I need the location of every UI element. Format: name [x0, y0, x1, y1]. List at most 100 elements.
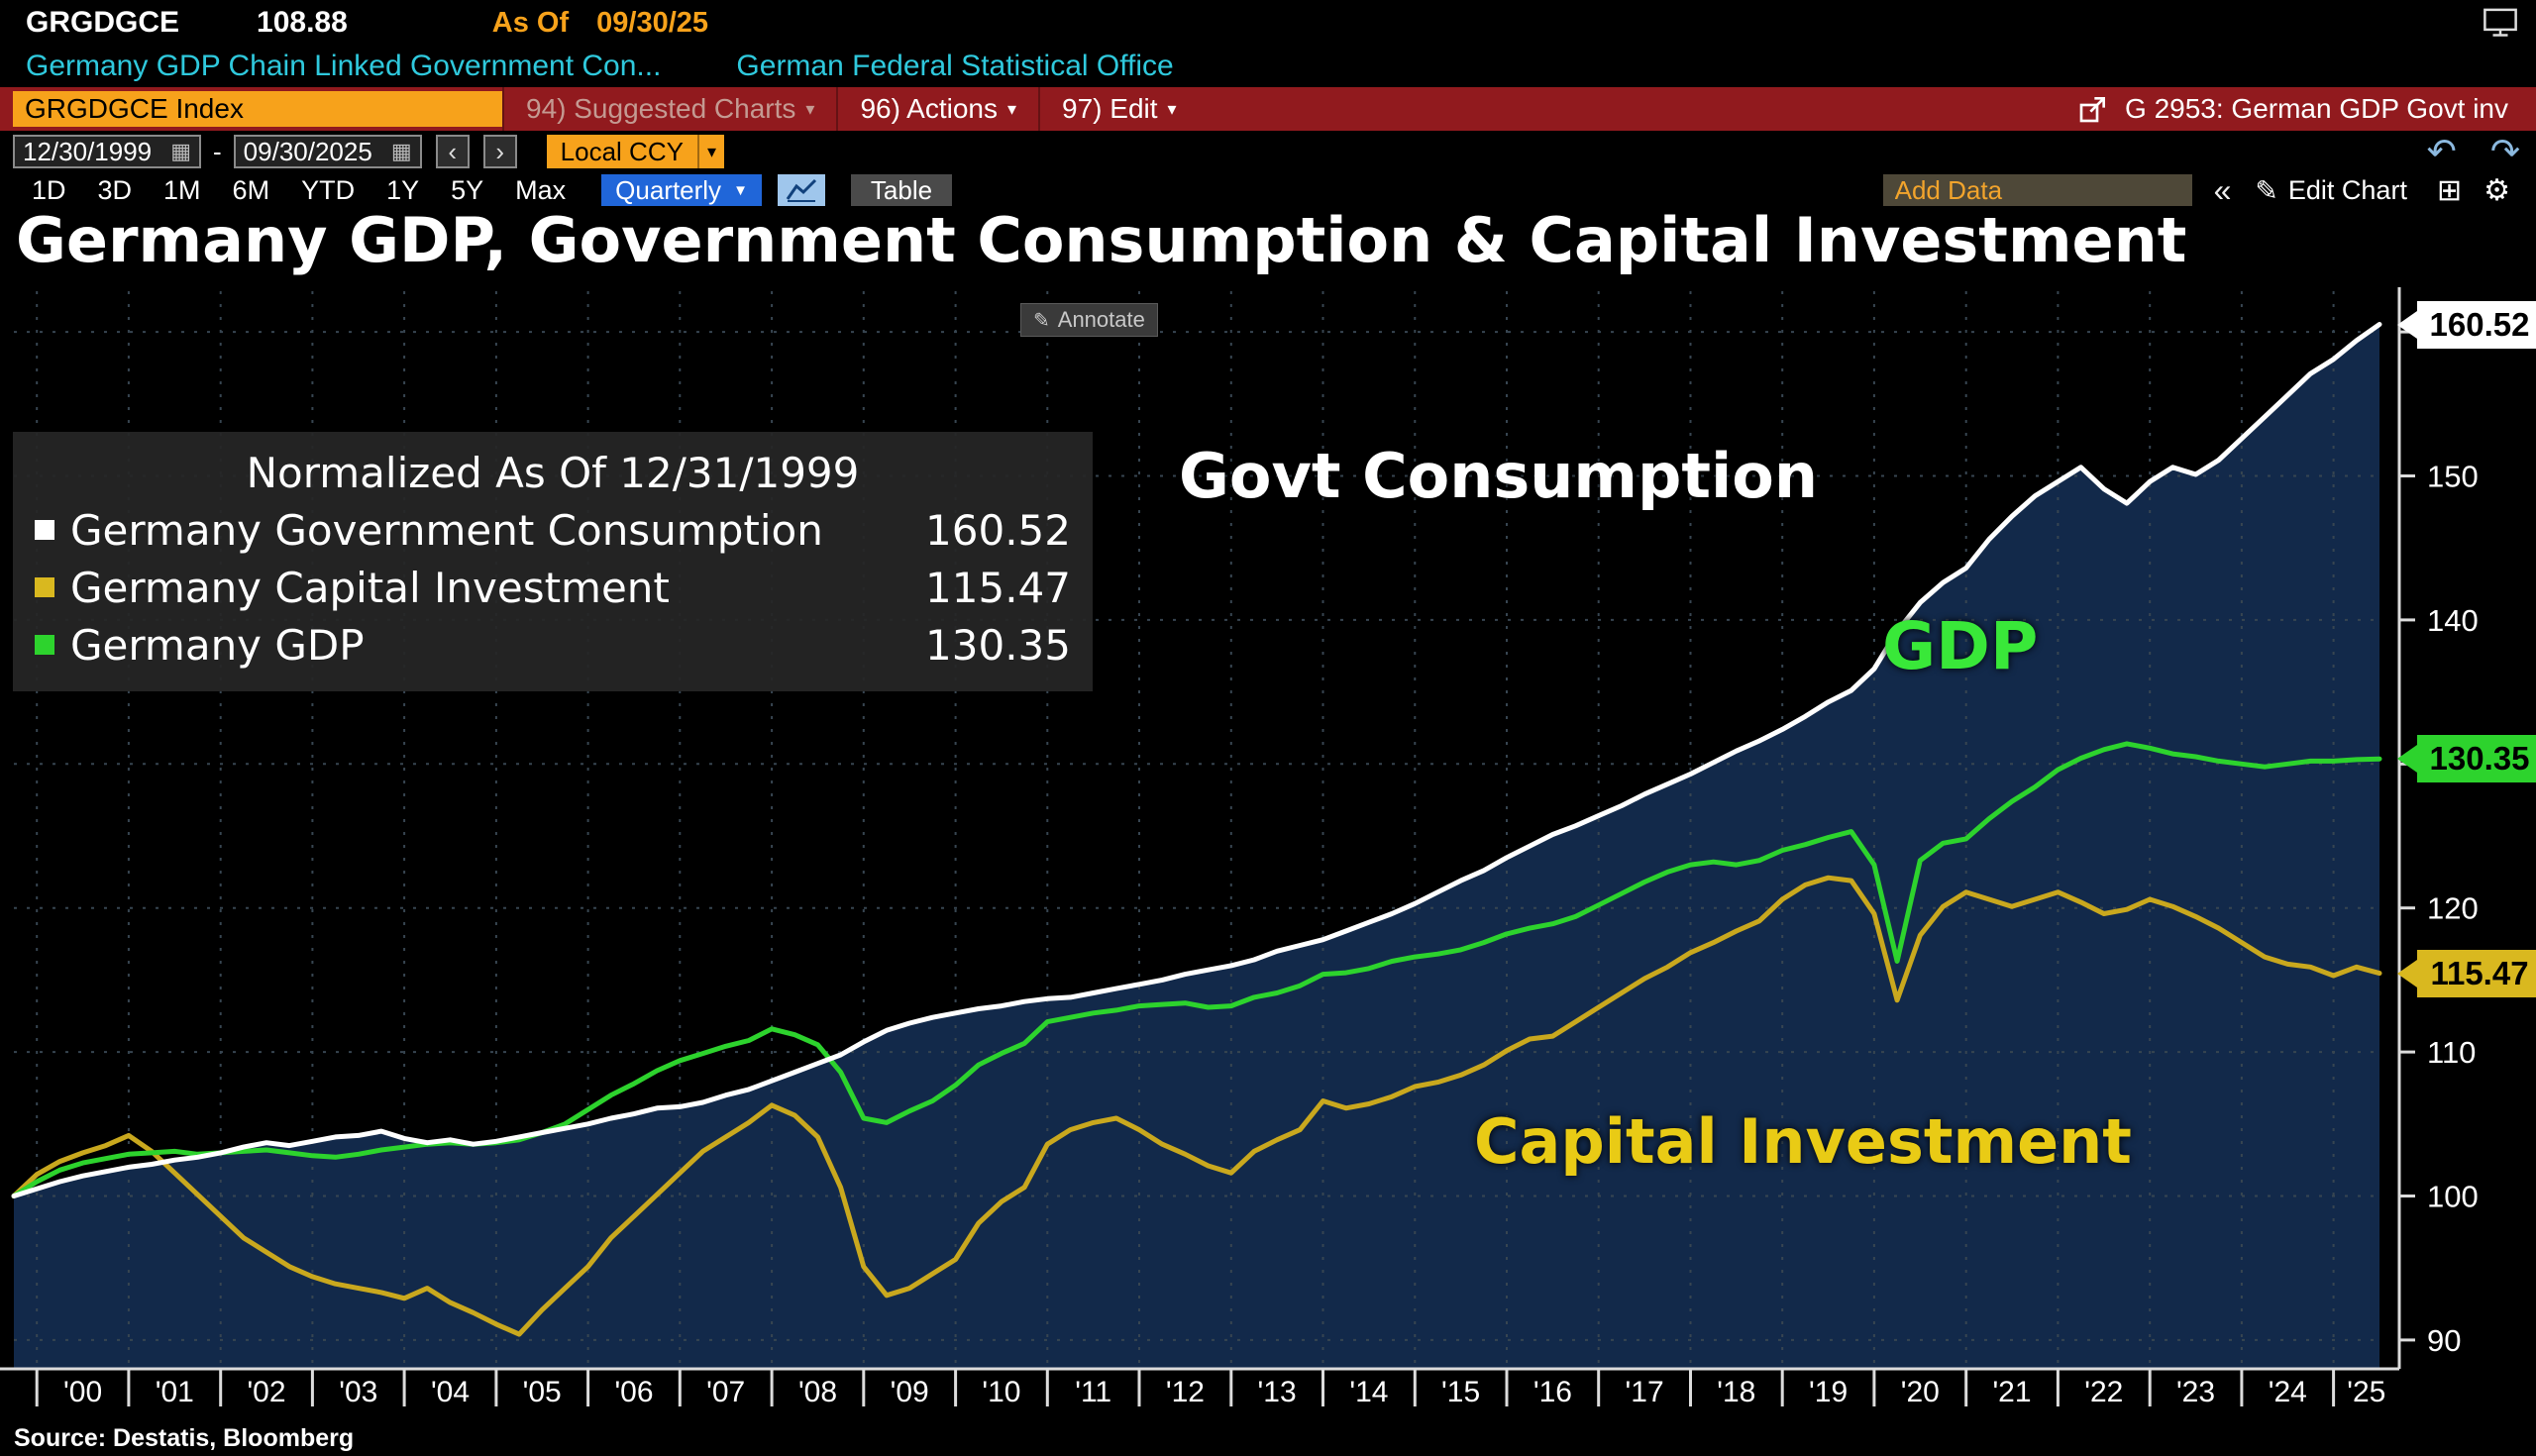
collapse-panel-icon[interactable]: «: [2213, 171, 2232, 208]
range-separator: -: [213, 136, 222, 166]
last-value-badge: 130.35: [2397, 735, 2536, 783]
undo-icon[interactable]: ↶: [2426, 131, 2457, 171]
svg-text:'01: '01: [156, 1376, 194, 1408]
last-price: 108.88: [257, 6, 348, 39]
ticker-bar: GRGDGCE 108.88 As Of 09/30/25: [0, 0, 2536, 46]
add-data-input[interactable]: [1882, 174, 2192, 206]
svg-text:'02: '02: [247, 1376, 285, 1408]
series-label-govt-consumption: Govt Consumption: [1179, 440, 1819, 512]
svg-text:'06: '06: [614, 1376, 653, 1408]
svg-text:'12: '12: [1166, 1376, 1205, 1408]
chevron-down-icon: ▾: [805, 98, 815, 119]
table-button[interactable]: Table: [850, 174, 953, 206]
series-label-capital-investment: Capital Investment: [1474, 1105, 2132, 1178]
svg-text:'17: '17: [1626, 1376, 1664, 1408]
currency-select[interactable]: Local CCY ▾: [546, 135, 724, 168]
step-back-button[interactable]: ‹: [435, 135, 470, 168]
svg-text:'18: '18: [1717, 1376, 1755, 1408]
svg-text:'16: '16: [1533, 1376, 1572, 1408]
security-description-bar: Germany GDP Chain Linked Government Con.…: [0, 46, 2536, 87]
annotate-button[interactable]: ✎ Annotate: [1020, 303, 1158, 337]
legend-item-capital-investment[interactable]: Germany Capital Investment 115.47: [35, 559, 1071, 616]
svg-text:120: 120: [2427, 891, 2479, 926]
frequency-select[interactable]: Quarterly ▼: [601, 174, 762, 206]
svg-text:'15: '15: [1441, 1376, 1480, 1408]
svg-text:100: 100: [2427, 1180, 2479, 1214]
last-value-badge: 115.47: [2397, 949, 2536, 997]
pencil-icon: ✎: [1033, 309, 1050, 332]
svg-text:'07: '07: [706, 1376, 745, 1408]
pencil-icon: ✎: [2255, 174, 2278, 206]
period-1y[interactable]: 1Y: [386, 174, 420, 205]
chart-toolbar: 1D 3D 1M 6M YTD 1Y 5Y Max Quarterly ▼ Ta…: [0, 172, 2536, 208]
svg-text:'05: '05: [523, 1376, 562, 1408]
chart-reference: G 2953: German GDP Govt inv: [2125, 93, 2508, 124]
period-max[interactable]: Max: [515, 174, 567, 205]
period-3d[interactable]: 3D: [97, 174, 133, 205]
ticker-symbol: GRGDGCE: [26, 6, 180, 39]
chevron-down-icon: ▾: [696, 135, 724, 168]
menu-suggested-charts[interactable]: 94) Suggested Charts ▾: [502, 87, 836, 131]
period-1m[interactable]: 1M: [163, 174, 201, 205]
svg-text:'00: '00: [63, 1376, 102, 1408]
calendar-icon: ▦: [390, 139, 412, 163]
svg-text:'25: '25: [2347, 1376, 2385, 1408]
export-chart-icon[interactable]: [2077, 93, 2109, 125]
svg-text:'14: '14: [1349, 1376, 1388, 1408]
svg-text:'03: '03: [339, 1376, 377, 1408]
svg-text:'08: '08: [798, 1376, 837, 1408]
monitor-icon[interactable]: [2483, 8, 2518, 38]
line-chart-icon: [786, 178, 816, 202]
menu-actions[interactable]: 96) Actions ▾: [836, 87, 1038, 131]
layout-grid-icon[interactable]: ⊞: [2436, 173, 2463, 207]
chevron-down-icon: ▾: [1006, 98, 1017, 119]
chevron-down-icon: ▼: [733, 181, 748, 199]
menu-edit[interactable]: 97) Edit ▾: [1038, 87, 1199, 131]
svg-text:110: 110: [2427, 1035, 2476, 1070]
legend-item-gdp[interactable]: Germany GDP 130.35: [35, 616, 1071, 674]
security-description: Germany GDP Chain Linked Government Con.…: [26, 50, 662, 82]
svg-text:'13: '13: [1258, 1376, 1297, 1408]
chevron-down-icon: ▾: [1167, 98, 1177, 119]
svg-text:'22: '22: [2084, 1376, 2123, 1408]
range-bar: 12/30/1999 ▦ - 09/30/2025 ▦ ‹ › Local CC…: [0, 131, 2536, 172]
svg-text:90: 90: [2427, 1323, 2461, 1358]
svg-text:'04: '04: [431, 1376, 470, 1408]
svg-text:150: 150: [2427, 460, 2479, 494]
security-source: German Federal Statistical Office: [736, 50, 1174, 82]
as-of: As Of 09/30/25: [492, 7, 708, 40]
redo-icon[interactable]: ↷: [2489, 131, 2520, 171]
period-ytd[interactable]: YTD: [301, 174, 356, 205]
source-note: Source: Destatis, Bloomberg: [14, 1424, 355, 1452]
period-6m[interactable]: 6M: [232, 174, 270, 205]
end-date-field[interactable]: 09/30/2025 ▦: [233, 135, 422, 168]
last-value-badge: 160.52: [2397, 300, 2536, 349]
svg-text:'19: '19: [1809, 1376, 1848, 1408]
as-of-label: As Of: [491, 6, 570, 39]
edit-chart-button[interactable]: Edit Chart: [2287, 174, 2407, 205]
gear-icon[interactable]: ⚙: [2483, 173, 2510, 207]
security-input[interactable]: GRGDGCE Index: [13, 91, 502, 127]
svg-text:'20: '20: [1901, 1376, 1940, 1408]
as-of-date: 09/30/25: [596, 6, 709, 39]
legend-item-govt-consumption[interactable]: Germany Government Consumption 160.52: [35, 501, 1071, 559]
svg-text:'11: '11: [1075, 1376, 1111, 1408]
series-label-gdp: GDP: [1882, 608, 2039, 684]
svg-text:'24: '24: [2269, 1376, 2307, 1408]
svg-text:140: 140: [2427, 603, 2479, 638]
period-5y[interactable]: 5Y: [451, 174, 484, 205]
chart-legend[interactable]: Normalized As Of 12/31/1999 Germany Gove…: [13, 432, 1093, 691]
legend-title: Normalized As Of 12/31/1999: [246, 449, 860, 497]
svg-text:'09: '09: [891, 1376, 929, 1408]
svg-text:'10: '10: [982, 1376, 1020, 1408]
chart-type-button[interactable]: [777, 174, 825, 206]
start-date-field[interactable]: 12/30/1999 ▦: [13, 135, 201, 168]
step-forward-button[interactable]: ›: [482, 135, 517, 168]
command-bar: GRGDGCE Index 94) Suggested Charts ▾ 96)…: [0, 87, 2536, 131]
svg-text:'21: '21: [1992, 1376, 2031, 1408]
calendar-icon: ▦: [170, 139, 191, 163]
period-1d[interactable]: 1D: [32, 174, 66, 205]
chart-title: Germany GDP, Government Consumption & Ca…: [16, 204, 2187, 276]
